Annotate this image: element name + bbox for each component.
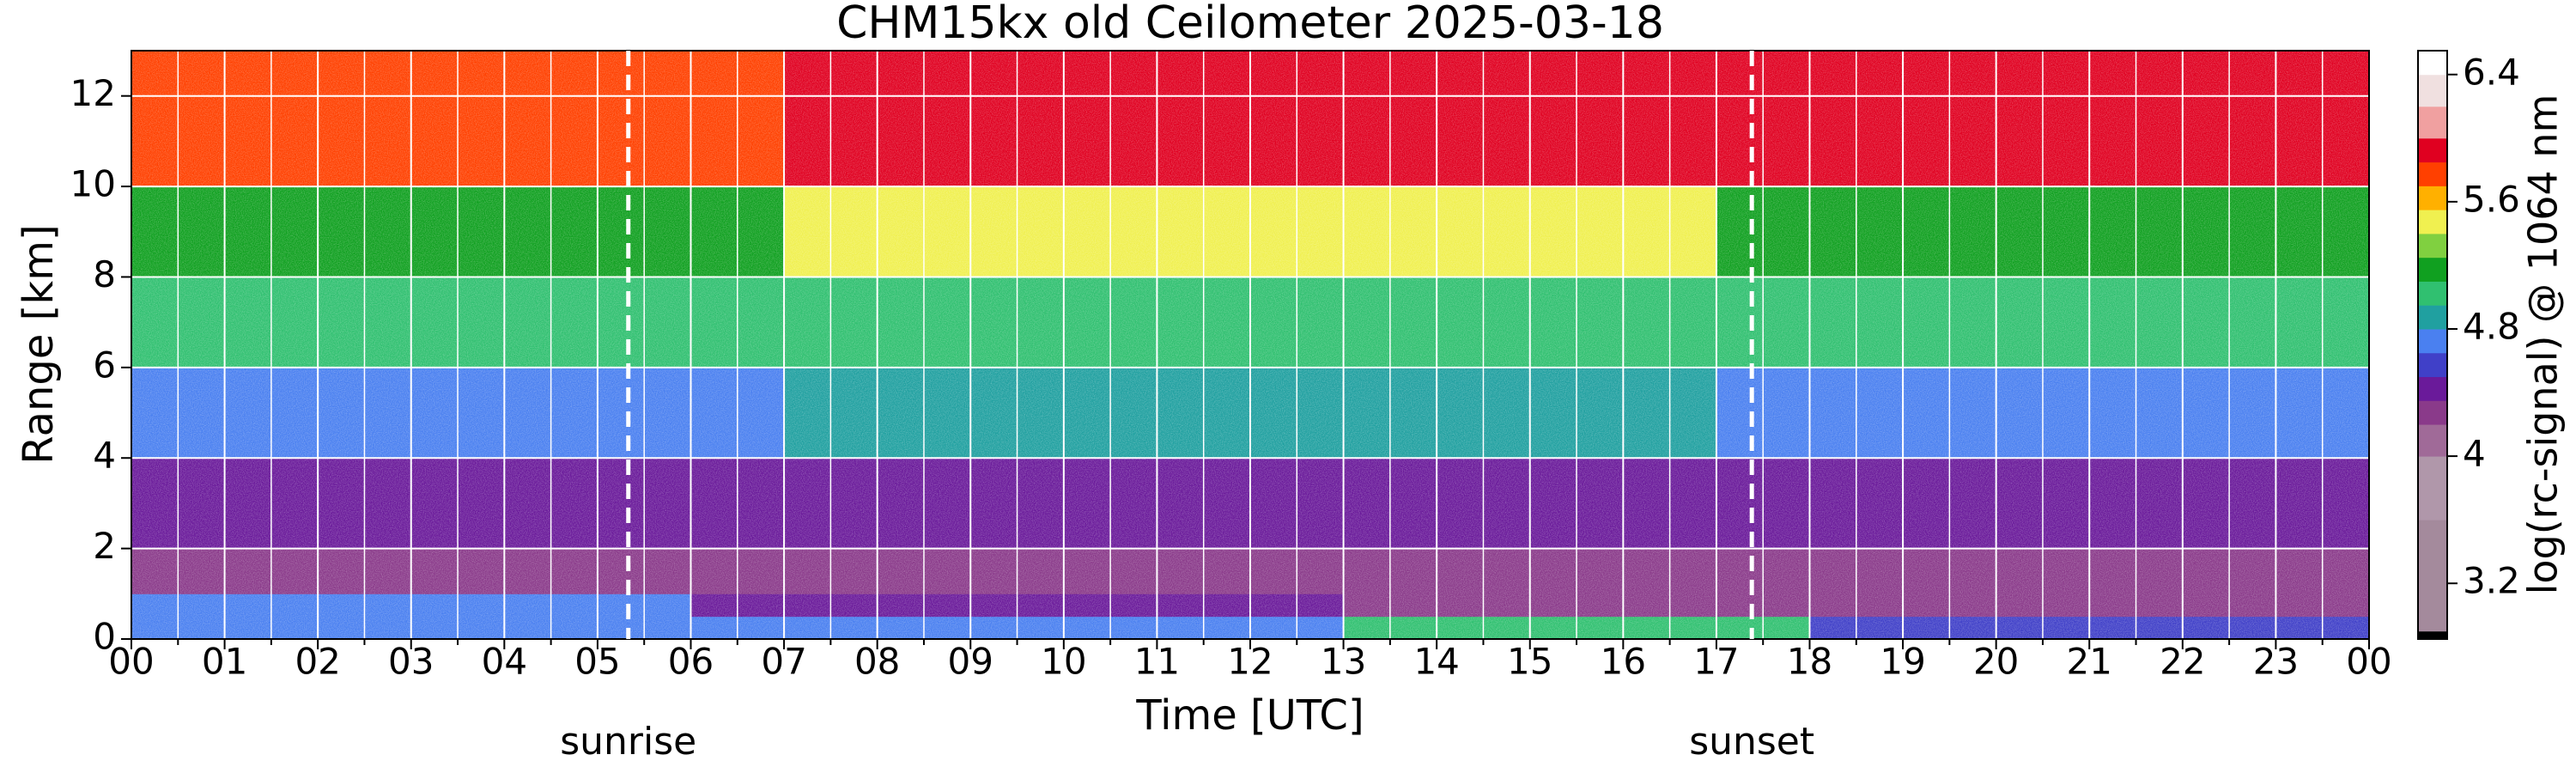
y-tick-label: 4 [93,435,116,477]
colorbar-segment [2418,305,2447,330]
colorbar-tick-label: 5.6 [2463,178,2520,220]
colorbar-segment [2418,161,2447,186]
colorbar-segment [2418,137,2447,163]
y-tick-label: 2 [93,525,116,567]
y-tick-label: 6 [93,344,116,386]
colorbar-segment [2418,210,2447,234]
colorbar-segment [2418,456,2447,520]
colorbar-frame [2417,50,2448,640]
y-tick-label: 8 [93,253,116,295]
annotation-label: sunrise [560,720,696,764]
colorbar-segment [2418,630,2447,640]
chart-title: CHM15kx old Ceilometer 2025-03-18 [836,0,1664,49]
colorbar-segment [2418,106,2447,139]
y-tick-label: 10 [70,163,116,205]
colorbar-segment [2418,424,2447,457]
colorbar-segment [2418,328,2447,354]
colorbar-label: log(rc-signal) @ 1064 nm [2520,94,2567,595]
colorbar-segment [2418,74,2447,107]
y-axis-label: Range [km] [15,224,63,464]
colorbar-tick-label: 4.8 [2463,305,2520,347]
colorbar-segment [2418,233,2447,259]
colorbar-segment [2418,51,2447,76]
colorbar-segment [2418,257,2447,282]
colorbar: 3.2 4 4.8 5.6 6.4 [2417,50,2520,640]
colorbar-segment [2418,376,2447,401]
y-tick-label: 0 [93,616,116,658]
y-tick-label: 12 [70,72,116,114]
grid [131,51,2370,640]
colorbar-segment [2418,281,2447,306]
annotation-label: sunset [1689,720,1814,764]
colorbar-segment [2418,186,2447,210]
colorbar-tick-label: 3.2 [2463,560,2520,602]
x-axis-label: Time [UTC] [1135,691,1364,740]
colorbar-segment [2418,400,2447,425]
colorbar-segment [2418,520,2447,632]
colorbar-tick-label: 6.4 [2463,51,2520,93]
colorbar-segment [2418,352,2447,378]
colorbar-tick-label: 4 [2463,433,2486,475]
